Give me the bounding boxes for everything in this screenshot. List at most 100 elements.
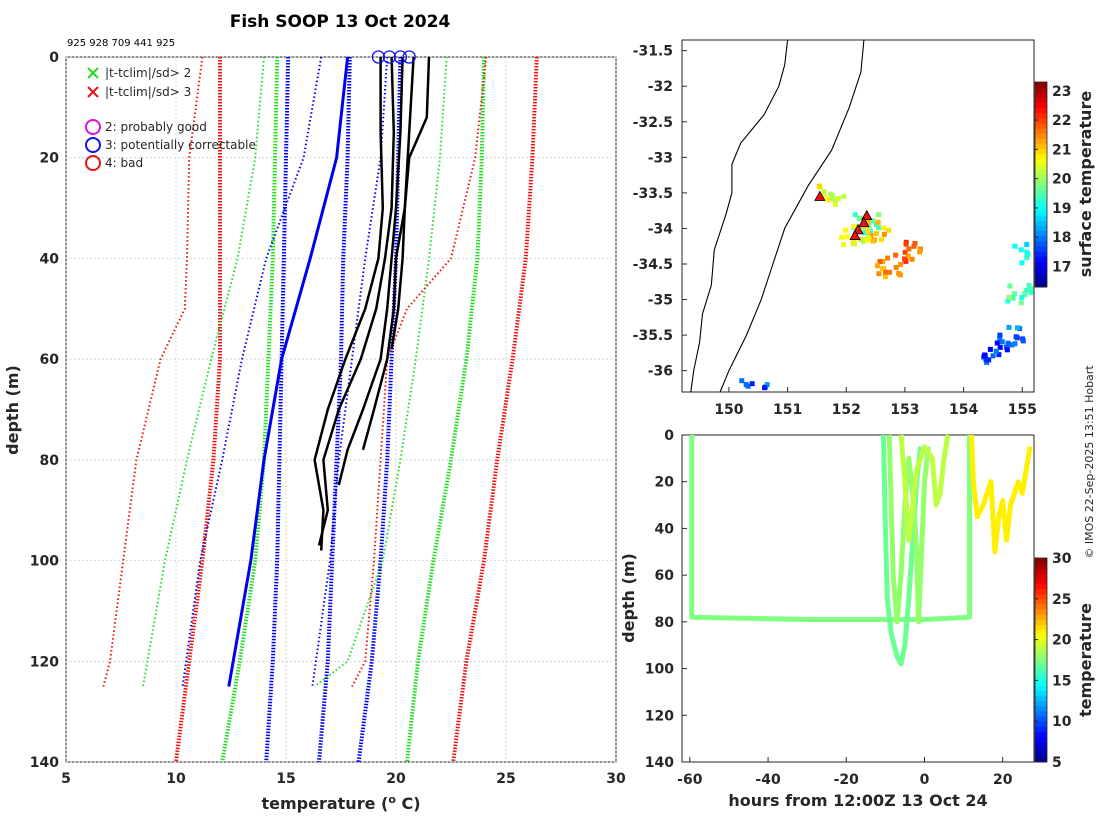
sst-pixel: [864, 237, 870, 243]
colorbar-segment: [1035, 205, 1047, 211]
colorbar-segment: [1035, 107, 1047, 114]
colorbar-segment: [1035, 578, 1047, 584]
map-y-tick-label: -34.5: [633, 257, 673, 273]
colorbar-segment: [1035, 588, 1047, 595]
colorbar-segment: [1035, 97, 1047, 103]
colorbar-segment: [1035, 220, 1047, 226]
sst-pixel: [1006, 295, 1012, 301]
section-y-tick-label: 60: [655, 568, 675, 584]
profile-lines: [102, 50, 539, 763]
sst-pixel: [1024, 288, 1030, 293]
colorbar-segment: [1035, 756, 1047, 763]
sst-pixel: [882, 274, 888, 280]
colorbar-segment: [1035, 102, 1047, 109]
sst-pixel: [1026, 282, 1032, 288]
sst-pixel: [762, 385, 768, 391]
section-y-tick-label: 120: [645, 708, 674, 724]
sst-pixel: [749, 381, 755, 387]
colorbar-segment: [1035, 281, 1047, 288]
map-y-tick-label: -32: [648, 79, 673, 95]
sst-pixel: [1019, 260, 1025, 266]
map-y-tick-label: -33: [648, 150, 673, 166]
series-line: [337, 56, 404, 486]
section-x-tick-label: 0: [920, 772, 930, 788]
figure-title: Fish SOOP 13 Oct 2024: [230, 12, 451, 32]
profile-axes-box: [65, 56, 617, 763]
map-y-tick-label: -33.5: [633, 186, 673, 202]
colorbar-segment: [1035, 670, 1047, 676]
colorbar-tick-label: 23: [1052, 84, 1071, 100]
sst-pixel: [1012, 291, 1018, 297]
colorbar-tick-label: 20: [1052, 633, 1072, 649]
sst-pixel: [867, 229, 873, 235]
colorbar-segment: [1035, 644, 1047, 651]
sst-pixel: [898, 261, 904, 267]
section-axes: -60 -40 -20 0 20 0 20 40 60 80 100 120 140 hours fro…: [619, 428, 1035, 810]
legend-circle-marker: [85, 155, 101, 171]
profile-location-marker: [861, 209, 873, 221]
legend-label: |t-tclim|/sd> 2: [105, 66, 191, 80]
sst-pixel: [878, 237, 884, 243]
map-x-tick-label: 155: [1008, 402, 1037, 418]
colorbar-segment: [1035, 593, 1047, 600]
series-line: [451, 56, 539, 763]
legend-label: |t-tclim|/sd> 3: [105, 85, 191, 99]
series-line: [317, 56, 396, 546]
colorbar-segment: [1035, 614, 1047, 620]
colorbar-segment: [1035, 619, 1047, 625]
sst-pixel: [841, 194, 847, 199]
colorbar-tick-label: 19: [1052, 201, 1071, 217]
map-x-tick-label: 153: [890, 402, 919, 418]
colorbar-segment: [1035, 624, 1047, 630]
sst-pixel: [909, 256, 915, 262]
sst-pixel: [880, 258, 886, 264]
colorbar-segment: [1035, 215, 1047, 221]
sst-pixel: [868, 232, 874, 238]
sst-pixel: [1025, 251, 1031, 256]
colorbar-segment: [1035, 194, 1047, 201]
sst-pixel: [1012, 341, 1018, 347]
colorbar-segment: [1035, 598, 1047, 605]
qc-flag-marker: [402, 50, 416, 64]
colorbar-segment: [1035, 558, 1047, 564]
colorbar-segment: [1035, 128, 1047, 134]
sst-pixel: [897, 272, 903, 278]
legend-circle-marker: [85, 137, 101, 153]
section-trace: [968, 434, 1033, 555]
sst-pixel: [885, 255, 891, 261]
colorbar-segment: [1035, 271, 1047, 278]
colorbar-segment: [1035, 639, 1047, 646]
section-y-tick-label: 80: [655, 615, 675, 631]
colorbar-segment: [1035, 726, 1047, 732]
colorbar-tick-label: 15: [1052, 673, 1071, 689]
colorbar-segment: [1035, 751, 1047, 758]
colorbar-segment: [1035, 573, 1047, 579]
sst-pixel: [841, 242, 847, 248]
sst-pixel: [844, 234, 850, 240]
surface-colorbar: 17 18 19 20 21 22 23: [1034, 81, 1072, 288]
sst-pixel: [865, 219, 871, 225]
y-tick-label: 120: [30, 654, 59, 670]
sst-pixel: [1014, 335, 1020, 341]
section-x-tick-label: -40: [755, 772, 781, 788]
colorbar-segment: [1035, 117, 1047, 124]
sst-pixel: [905, 253, 911, 259]
sst-pixel: [880, 266, 885, 272]
colorbar-segment: [1035, 251, 1047, 257]
colorbar-tick-label: 22: [1052, 113, 1071, 129]
sst-pixel: [1018, 247, 1024, 253]
shelf-contour: [719, 39, 865, 393]
sst-pixel: [999, 339, 1005, 345]
profile-location-marker: [858, 216, 870, 228]
colorbar-segment: [1035, 138, 1047, 144]
colorbar-segment: [1035, 235, 1047, 242]
colorbar-segment: [1035, 92, 1047, 98]
sst-pixel: [1006, 341, 1011, 347]
sst-pixel: [917, 246, 923, 252]
sst-pixel: [876, 271, 882, 277]
colorbar-segment: [1035, 746, 1047, 753]
sst-pixel: [862, 230, 868, 236]
colorbar-segment: [1035, 174, 1047, 180]
colorbar-segment: [1035, 680, 1047, 686]
colorbar-segment: [1035, 629, 1047, 635]
